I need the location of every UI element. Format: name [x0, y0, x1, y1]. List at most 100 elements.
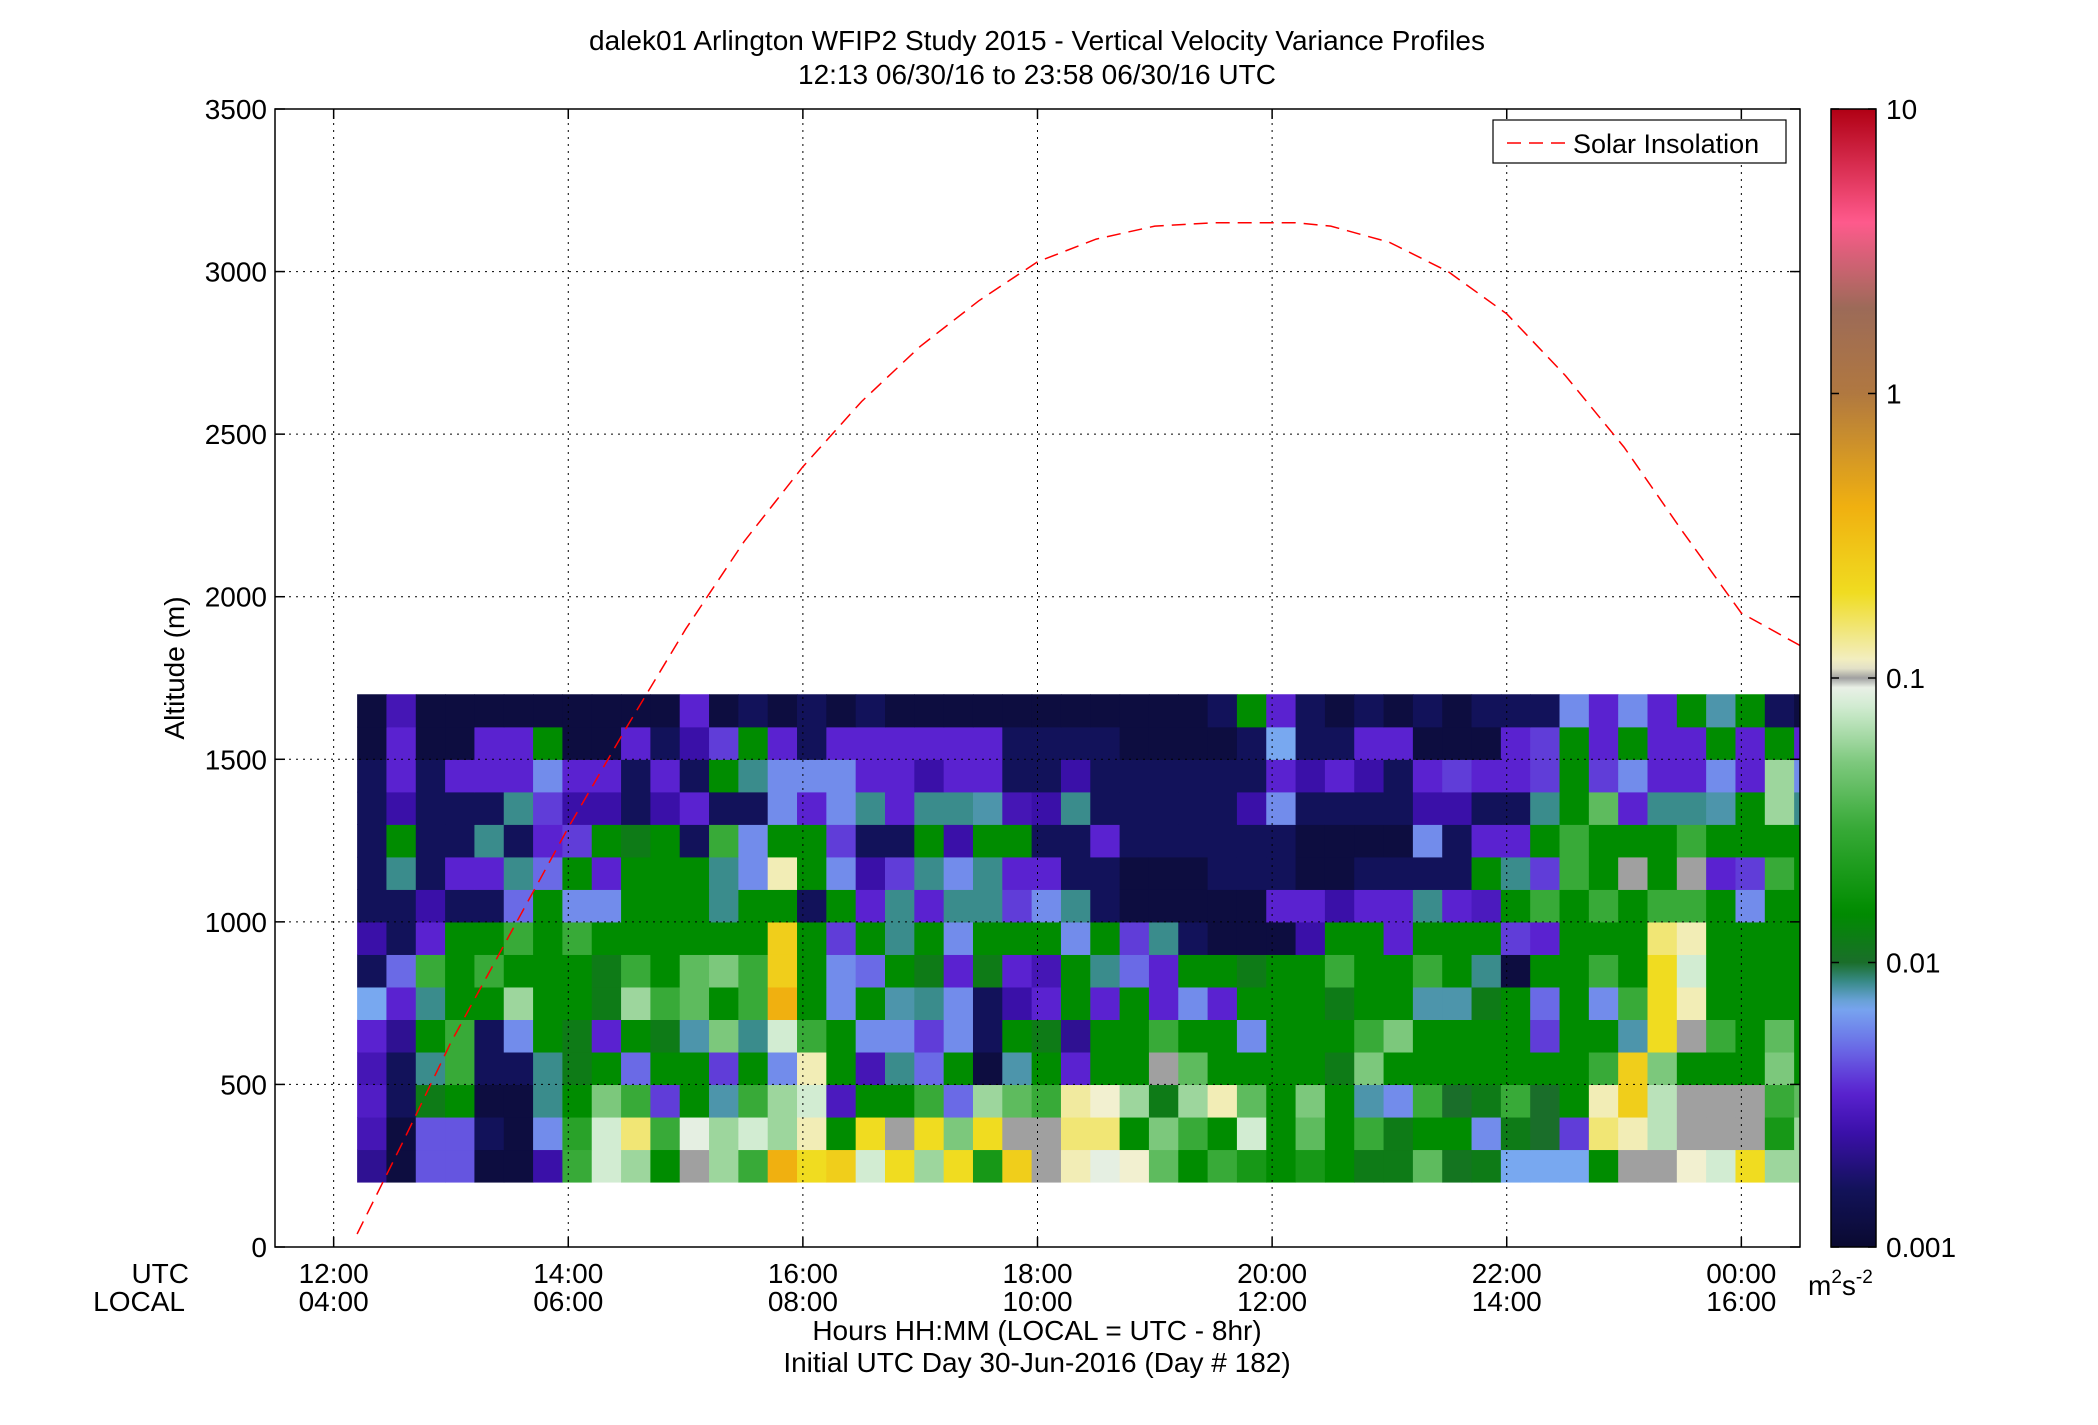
heatmap-cell [474, 1116, 505, 1151]
x-tick-label-local: 16:00 [1706, 1286, 1776, 1317]
heatmap-cell [1442, 824, 1473, 858]
heatmap-cell [885, 694, 915, 728]
heatmap-cell [445, 694, 476, 728]
heatmap-cell [1764, 759, 1795, 793]
heatmap-cell [650, 1084, 681, 1118]
colorbar-units-exp1: 2 [1831, 1267, 1842, 1288]
heatmap-cell [1530, 694, 1561, 728]
heatmap-cell [855, 986, 886, 1020]
heatmap-cell [767, 1019, 798, 1053]
heatmap-cell [1295, 791, 1326, 825]
heatmap-cell [1119, 694, 1150, 728]
heatmap-cell [709, 921, 739, 955]
heatmap-cell [826, 921, 857, 955]
heatmap-cell [738, 791, 769, 825]
heatmap-cell [533, 791, 564, 825]
heatmap-cell [1119, 921, 1150, 955]
heatmap-cell [445, 791, 476, 825]
heatmap-cell [1442, 759, 1473, 793]
heatmap-cell [386, 954, 417, 988]
heatmap-cell [914, 889, 945, 923]
heatmap-cell [1236, 694, 1267, 728]
heatmap-cell [1559, 1019, 1590, 1053]
heatmap-cell [1471, 791, 1502, 825]
heatmap-cell [1383, 954, 1414, 988]
heatmap-cell [826, 954, 857, 988]
heatmap-cell [650, 726, 681, 760]
heatmap-cell [650, 921, 681, 955]
heatmap-cell [1090, 1051, 1121, 1086]
heatmap-cell [650, 856, 681, 890]
heatmap-cell [474, 694, 505, 728]
heatmap-cell [1500, 1149, 1531, 1183]
heatmap-cell [415, 1051, 446, 1086]
heatmap-cell [1530, 824, 1561, 858]
heatmap-cell [1530, 986, 1561, 1020]
heatmap-cell [1706, 694, 1737, 728]
heatmap-cell [1031, 1084, 1062, 1118]
heatmap-cell [1295, 921, 1326, 955]
x-tick-label-utc: 00:00 [1706, 1258, 1776, 1289]
heatmap-cell [1530, 1084, 1561, 1118]
heatmap-cell [386, 1051, 417, 1086]
heatmap-cell [503, 824, 534, 858]
heatmap-cell [591, 1149, 622, 1183]
heatmap-cell [1588, 889, 1619, 923]
heatmap-cell [1647, 1116, 1678, 1151]
heatmap-cell [1236, 1084, 1267, 1118]
heatmap-cell [621, 954, 651, 988]
heatmap-cell [1764, 824, 1795, 858]
heatmap-cell [1354, 1019, 1385, 1053]
heatmap-cell [709, 1149, 739, 1183]
heatmap-cell [1735, 1149, 1766, 1183]
heatmap-cell [386, 824, 417, 858]
colorbar-tick-label: 0.1 [1886, 663, 1925, 694]
heatmap-cell [445, 986, 476, 1020]
heatmap-cell [914, 791, 945, 825]
heatmap-cell [709, 694, 739, 728]
heatmap-cell [1500, 694, 1531, 728]
y-tick-label: 3000 [205, 257, 267, 288]
x-axis-sublabel: Initial UTC Day 30-Jun-2016 (Day # 182) [783, 1347, 1290, 1378]
heatmap-cell [679, 759, 710, 793]
heatmap-cell [621, 759, 651, 793]
heatmap-cell [1706, 856, 1737, 890]
heatmap-cell [1383, 759, 1414, 793]
heatmap-cell [1735, 1051, 1766, 1086]
heatmap-cell [1647, 1084, 1678, 1118]
heatmap-cell [1559, 694, 1590, 728]
heatmap-cell [445, 1116, 476, 1151]
heatmap-cell [767, 1116, 798, 1151]
heatmap-cell [474, 856, 505, 890]
heatmap-cell [1588, 1084, 1619, 1118]
heatmap-cell [885, 1116, 915, 1151]
heatmap-cell [1794, 824, 1800, 858]
heatmap-cell [591, 954, 622, 988]
heatmap-cell [1500, 954, 1531, 988]
y-tick-label: 2500 [205, 419, 267, 450]
chart-title: dalek01 Arlington WFIP2 Study 2015 - Ver… [589, 25, 1485, 56]
heatmap-cell [1295, 1019, 1326, 1053]
heatmap-cell [943, 1019, 974, 1053]
heatmap-cell [1618, 1084, 1649, 1118]
heatmap-cell [1295, 694, 1326, 728]
heatmap-cell [1588, 726, 1619, 760]
heatmap-cell [914, 1084, 945, 1118]
legend-label-solar-insolation: Solar Insolation [1573, 129, 1759, 159]
heatmap-cell [415, 986, 446, 1020]
heatmap-cell [591, 1116, 622, 1151]
heatmap-cell [1764, 1149, 1795, 1183]
heatmap-cell [1647, 824, 1678, 858]
heatmap-cell [1090, 986, 1121, 1020]
heatmap-cell [1383, 986, 1414, 1020]
heatmap-cell [1530, 759, 1561, 793]
heatmap-cell [591, 1051, 622, 1086]
heatmap-cell [1412, 1149, 1443, 1183]
heatmap-cell [972, 791, 1003, 825]
heatmap-cell [474, 1084, 505, 1118]
heatmap-cell [679, 726, 710, 760]
heatmap-cell [709, 726, 739, 760]
heatmap-cell [415, 1019, 446, 1053]
heatmap-cell [1090, 954, 1121, 988]
